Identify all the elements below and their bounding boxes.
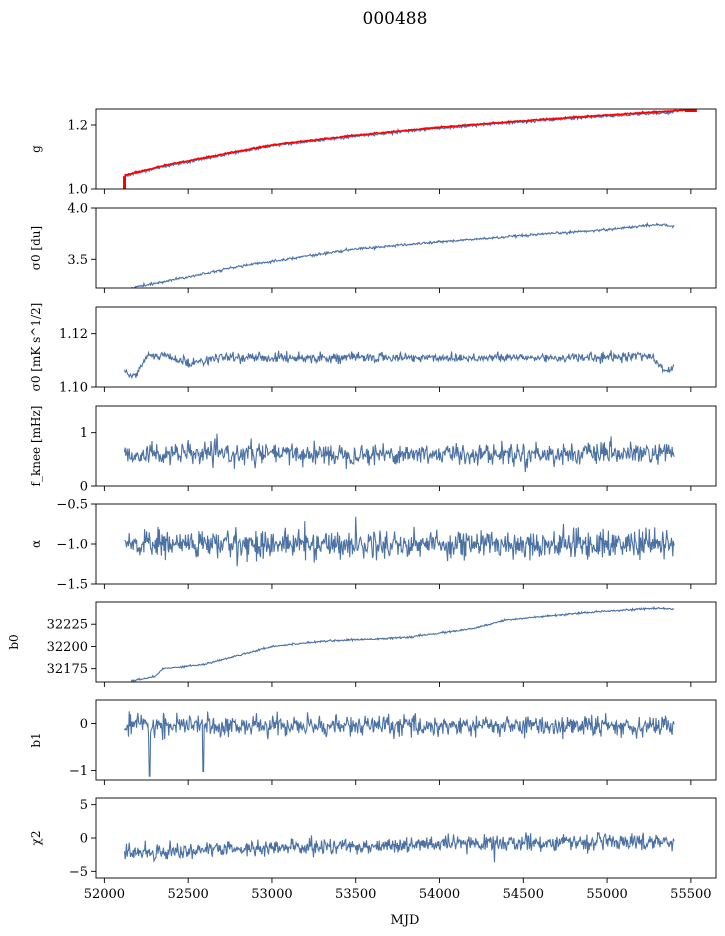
y-tick-label: 0 xyxy=(80,717,88,732)
series-line-sigma0_du xyxy=(130,221,675,288)
subplot-chi2: −5 0 5 52000 52500 53000 53500 54000 54500 55000 5… xyxy=(29,797,717,902)
y-axis-label: σ0 [mK s^1/2] xyxy=(29,303,43,392)
series-line-fknee xyxy=(123,433,675,473)
y-axis-label: χ2 xyxy=(29,831,43,846)
y-axis-label: α xyxy=(29,540,43,548)
y-axis-label: b1 xyxy=(29,732,43,747)
x-tick-label: 53500 xyxy=(335,887,376,902)
x-tick-label: 55500 xyxy=(670,887,711,902)
y-axis-label: f_knee [mHz] xyxy=(29,406,43,487)
x-tick-label: 54000 xyxy=(419,887,460,902)
y-tick-label: 32225 xyxy=(47,618,88,633)
y-tick-label: 0 xyxy=(80,480,88,495)
y-tick-label: 1.12 xyxy=(59,327,88,342)
series-line-alpha xyxy=(124,516,675,567)
y-tick-label: 32200 xyxy=(47,640,88,655)
axes-frame xyxy=(95,405,717,487)
subplot-alpha: −1.5 −1.0 −0.5 α xyxy=(29,498,717,593)
x-tick-label: 52500 xyxy=(167,887,208,902)
x-tick-label: 53000 xyxy=(251,887,292,902)
x-tick-label: 55000 xyxy=(586,887,627,902)
y-tick-label: 3.5 xyxy=(67,253,88,268)
series-line-b1 xyxy=(124,711,675,777)
axes-frame xyxy=(95,699,717,781)
y-tick-label: −0.5 xyxy=(56,498,88,513)
series-line-g xyxy=(124,109,675,177)
series-line-sigma0_mk xyxy=(123,350,675,380)
y-axis-label: σ0 [du] xyxy=(29,226,43,270)
subplot-sigma0_mk: 1.10 1.12 σ0 [mK s^1/2] xyxy=(29,303,717,396)
series-line-b0 xyxy=(130,605,675,682)
x-axis-label: MJD xyxy=(391,913,420,928)
subplot-g: 1.0 1.2 g xyxy=(29,108,717,198)
subplot-b1: −1 0 b1 xyxy=(29,699,717,785)
y-tick-label: 1 xyxy=(80,426,88,441)
subplot-fknee: 0 1 f_knee [mHz] xyxy=(29,405,717,495)
y-tick-label: 32175 xyxy=(47,662,88,677)
y-tick-label: 1.2 xyxy=(67,119,88,134)
figure-title: 000488 xyxy=(363,9,428,29)
subplot-sigma0_du: 3.5 4.0 σ0 [du] xyxy=(29,202,717,293)
overlay-end-marker xyxy=(684,109,697,112)
overlay-line-g xyxy=(123,109,692,189)
axes-frame xyxy=(95,207,717,289)
y-axis-label: g xyxy=(29,145,43,153)
y-tick-label: 4.0 xyxy=(67,202,88,217)
x-tick-label: 54500 xyxy=(503,887,544,902)
y-tick-label: 1.10 xyxy=(59,381,88,396)
y-tick-label: −1.5 xyxy=(56,578,88,593)
y-tick-label: −5 xyxy=(69,865,88,880)
subplot-b0: 32175 32200 32225 b0 xyxy=(7,601,717,687)
axes-frame xyxy=(95,108,717,190)
overlay-spike xyxy=(122,176,126,189)
y-axis-label: b0 xyxy=(7,634,21,649)
y-tick-label: 1.0 xyxy=(67,183,88,198)
y-tick-label: −1 xyxy=(69,764,88,779)
y-tick-label: −1.0 xyxy=(56,538,88,553)
axes-frame xyxy=(95,306,717,388)
y-tick-label: 0 xyxy=(80,832,88,847)
series-line-chi2 xyxy=(123,832,675,863)
subplots: 1.0 1.2 g 3.5 4.0 σ0 [du] 1.10 1.12 σ0 [mK s^1/2… xyxy=(7,108,717,902)
y-tick-label: 5 xyxy=(80,798,88,813)
x-tick-label: 52000 xyxy=(84,887,125,902)
axes-frame xyxy=(95,601,717,683)
